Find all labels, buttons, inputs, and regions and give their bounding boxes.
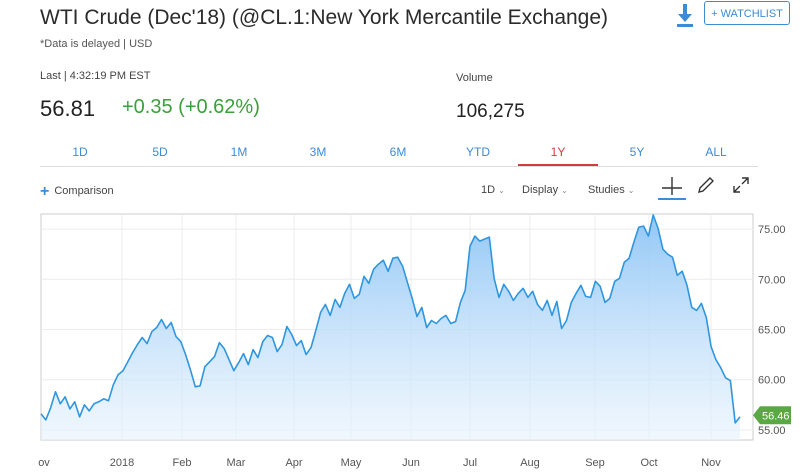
studies-dropdown[interactable]: Studies ⌄ bbox=[588, 184, 634, 196]
range-tabs: 1D 5D 1M 3M 6M YTD 1Y 5Y ALL bbox=[40, 140, 758, 167]
last-price: 56.81 bbox=[40, 96, 96, 121]
price-line bbox=[40, 214, 741, 424]
display-label: Display bbox=[522, 184, 559, 196]
price-chart[interactable]: 55.00 60.00 65.00 70.00 75.00 ov 2018 Feb Mar Ap… bbox=[0, 205, 800, 475]
x-tick-label: 2018 bbox=[110, 457, 134, 469]
y-tick-label: 65.00 bbox=[758, 325, 786, 337]
page-title: WTI Crude (Dec'18) (@CL.1:New York Merca… bbox=[40, 6, 609, 29]
studies-label: Studies bbox=[588, 184, 625, 196]
price-change: +0.35 (+0.62%) bbox=[122, 96, 260, 118]
x-tick-label: Jun bbox=[402, 457, 420, 469]
last-value-badge bbox=[753, 406, 791, 425]
x-tick-label: Apr bbox=[285, 457, 302, 469]
x-tick-label: Nov bbox=[701, 457, 721, 469]
y-tick-label: 75.00 bbox=[758, 224, 786, 236]
x-tick-label: Sep bbox=[585, 457, 605, 469]
pencil-icon[interactable] bbox=[696, 175, 716, 195]
chevron-down-icon: ⌄ bbox=[627, 186, 635, 195]
x-axis: ov 2018 Feb Mar Apr May Jun Jul Aug Sep Oct Nov bbox=[38, 457, 721, 469]
last-value-marker: 56.46 bbox=[753, 406, 791, 425]
x-tick-label: Oct bbox=[640, 457, 657, 469]
tab-1d[interactable]: 1D bbox=[72, 145, 88, 159]
tab-3m[interactable]: 3M bbox=[309, 145, 327, 159]
download-icon[interactable] bbox=[675, 2, 695, 28]
last-value-label: 56.46 bbox=[762, 410, 790, 422]
x-tick-label: Mar bbox=[227, 457, 246, 469]
tab-ytd[interactable]: YTD bbox=[466, 145, 490, 159]
expand-icon[interactable] bbox=[731, 175, 751, 195]
display-dropdown[interactable]: Display ⌄ bbox=[522, 184, 568, 196]
y-tick-label: 60.00 bbox=[758, 375, 786, 387]
y-tick-label: 55.00 bbox=[758, 425, 786, 437]
chevron-down-icon: ⌄ bbox=[498, 186, 505, 195]
last-trade-time: Last | 4:32:19 PM EST bbox=[40, 70, 151, 82]
watchlist-button[interactable]: + WATCHLIST bbox=[704, 1, 790, 25]
x-tick-label: Aug bbox=[520, 457, 540, 469]
delayed-note: *Data is delayed | USD bbox=[40, 38, 153, 50]
x-tick-label: May bbox=[341, 457, 362, 469]
plus-icon: + bbox=[40, 183, 50, 200]
tab-6m[interactable]: 6M bbox=[389, 145, 407, 159]
comparison-label: Comparison bbox=[54, 185, 114, 197]
chevron-down-icon: ⌄ bbox=[561, 186, 568, 195]
x-tick-label: Feb bbox=[173, 457, 192, 469]
interval-label: 1D bbox=[481, 184, 496, 196]
tab-5y[interactable]: 5Y bbox=[629, 145, 645, 159]
tab-all[interactable]: ALL bbox=[705, 145, 727, 159]
tab-5d[interactable]: 5D bbox=[152, 145, 168, 159]
price-area bbox=[41, 215, 740, 440]
tab-1y[interactable]: 1Y bbox=[518, 140, 598, 166]
x-tick-label: ov bbox=[38, 457, 50, 469]
interval-dropdown[interactable]: 1D ⌄ bbox=[481, 184, 505, 196]
y-tick-label: 70.00 bbox=[758, 274, 786, 286]
x-tick-label: Jul bbox=[463, 457, 477, 469]
y-axis: 55.00 60.00 65.00 70.00 75.00 bbox=[758, 224, 786, 437]
volume-label: Volume bbox=[456, 72, 493, 84]
comparison-button[interactable]: + Comparison bbox=[40, 183, 114, 201]
volume-value: 106,275 bbox=[456, 101, 525, 122]
crosshair-icon[interactable] bbox=[658, 174, 686, 200]
tab-1m[interactable]: 1M bbox=[230, 145, 248, 159]
